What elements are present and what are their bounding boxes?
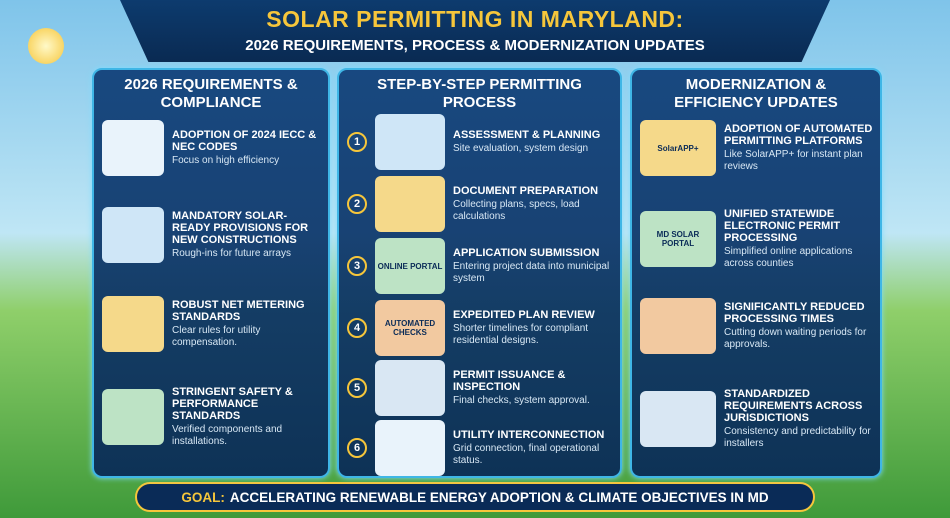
item-description: Like SolarAPP+ for instant plan reviews (724, 149, 863, 172)
step-number: 3 (347, 256, 367, 276)
item-title: APPLICATION SUBMISSION (453, 247, 600, 259)
item-title: DOCUMENT PREPARATION (453, 185, 599, 197)
goal-banner: GOAL: ACCELERATING RENEWABLE ENERGY ADOP… (135, 482, 815, 512)
item-description: Entering project data into municipal sys… (453, 261, 610, 284)
list-item: STRINGENT SAFETY & PERFORMANCE STANDARDS… (102, 386, 322, 448)
list-item: SolarAPP+ ADOPTION OF AUTOMATED PERMITTIN… (640, 120, 874, 176)
column-title: 2026 REQUIREMENTS & COMPLIANCE (124, 76, 298, 111)
item-icon: AUTOMATED CHECKS (375, 300, 445, 356)
step-number: 5 (347, 378, 367, 398)
icon-label: AUTOMATED CHECKS (384, 319, 436, 337)
list-item: 1 ASSESSMENT & PLANNING Site evaluation, s… (347, 114, 614, 170)
list-item: ROBUST NET METERING STANDARDS Clear rules… (102, 296, 322, 352)
goal-text: ACCELERATING RENEWABLE ENERGY ADOPTION &… (229, 489, 769, 505)
icon-label: MD SOLAR PORTAL (656, 230, 700, 248)
item-icon: ONLINE PORTAL (375, 238, 445, 294)
item-description: Simplified online applications across co… (724, 246, 853, 269)
step-number: 1 (347, 132, 367, 152)
column-title: STEP-BY-STEP PERMITTING PROCESS (377, 76, 582, 111)
item-description: Focus on high efficiency (172, 155, 280, 166)
item-description: Cutting down waiting periods for approva… (724, 327, 867, 350)
item-title: ADOPTION OF 2024 IECC & NEC CODES (172, 129, 317, 153)
item-text: MANDATORY SOLAR-READY PROVISIONS FOR NEW… (172, 210, 322, 260)
item-icon (640, 391, 716, 447)
step-number: 6 (347, 438, 367, 458)
item-text: APPLICATION SUBMISSION Entering project d… (453, 247, 614, 285)
item-title: ROBUST NET METERING STANDARDS (172, 299, 305, 323)
item-icon (375, 176, 445, 232)
item-description: Verified components and installations. (172, 424, 283, 447)
item-text: EXPEDITED PLAN REVIEW Shorter timelines f… (453, 309, 614, 347)
item-text: DOCUMENT PREPARATION Collecting plans, sp… (453, 185, 614, 223)
list-item: SIGNIFICANTLY REDUCED PROCESSING TIMES Cu… (640, 298, 874, 354)
item-description: Rough-ins for future arrays (172, 248, 291, 259)
list-item: 2 DOCUMENT PREPARATION Collecting plans, s… (347, 176, 614, 232)
item-title: SIGNIFICANTLY REDUCED PROCESSING TIMES (724, 301, 865, 325)
list-item: 5 PERMIT ISSUANCE & INSPECTION Final check… (347, 360, 614, 416)
item-icon (102, 389, 164, 445)
header: SOLAR PERMITTING IN MARYLAND: 2026 REQUI… (120, 0, 830, 62)
item-text: PERMIT ISSUANCE & INSPECTION Final checks… (453, 369, 614, 407)
step-number: 4 (347, 318, 367, 338)
item-icon (102, 207, 164, 263)
item-text: ADOPTION OF 2024 IECC & NEC CODES Focus o… (172, 129, 322, 167)
column-panel: MODERNIZATION & EFFICIENCY UPDATES SolarA… (630, 68, 882, 478)
title: SOLAR PERMITTING IN MARYLAND: (266, 6, 684, 32)
item-description: Final checks, system approval. (453, 395, 590, 406)
item-title: MANDATORY SOLAR-READY PROVISIONS FOR NEW… (172, 210, 309, 246)
item-text: UTILITY INTERCONNECTION Grid connection, … (453, 429, 614, 467)
item-icon (640, 298, 716, 354)
item-text: STRINGENT SAFETY & PERFORMANCE STANDARDS… (172, 386, 322, 448)
item-text: ROBUST NET METERING STANDARDS Clear rules… (172, 299, 322, 349)
list-item: 3 ONLINE PORTAL APPLICATION SUBMISSION Ente… (347, 238, 614, 294)
item-description: Shorter timelines for compliant resident… (453, 323, 589, 346)
list-item: MD SOLAR PORTAL UNIFIED STATEWIDE ELECTRO… (640, 208, 874, 270)
item-title: STANDARDIZED REQUIREMENTS ACROSS JURISDI… (724, 388, 863, 424)
list-item: MANDATORY SOLAR-READY PROVISIONS FOR NEW… (102, 207, 322, 263)
column-panel: 2026 REQUIREMENTS & COMPLIANCE ADOPTION O… (92, 68, 330, 478)
item-icon (375, 420, 445, 476)
item-icon (102, 120, 164, 176)
goal-label: GOAL: (181, 489, 225, 505)
item-icon (375, 114, 445, 170)
item-title: EXPEDITED PLAN REVIEW (453, 309, 595, 321)
item-title: UNIFIED STATEWIDE ELECTRONIC PERMIT PROC… (724, 208, 841, 244)
item-title: ADOPTION OF AUTOMATED PERMITTING PLATFOR… (724, 123, 873, 147)
list-item: STANDARDIZED REQUIREMENTS ACROSS JURISDI… (640, 388, 874, 450)
list-item: 4 AUTOMATED CHECKS EXPEDITED PLAN REVIEW Sh… (347, 300, 614, 356)
item-title: UTILITY INTERCONNECTION (453, 429, 605, 441)
item-icon: SolarAPP+ (640, 120, 716, 176)
list-item: ADOPTION OF 2024 IECC & NEC CODES Focus o… (102, 120, 322, 176)
item-description: Consistency and predictability for insta… (724, 426, 871, 449)
item-text: STANDARDIZED REQUIREMENTS ACROSS JURISDI… (724, 388, 874, 450)
item-description: Clear rules for utility compensation. (172, 325, 261, 348)
item-text: ADOPTION OF AUTOMATED PERMITTING PLATFOR… (724, 123, 874, 173)
column-title: MODERNIZATION & EFFICIENCY UPDATES (674, 76, 838, 111)
item-title: PERMIT ISSUANCE & INSPECTION (453, 369, 566, 393)
column-panel: STEP-BY-STEP PERMITTING PROCESS 1 ASSESSME… (337, 68, 622, 478)
item-icon (375, 360, 445, 416)
item-text: UNIFIED STATEWIDE ELECTRONIC PERMIT PROC… (724, 208, 874, 270)
item-title: STRINGENT SAFETY & PERFORMANCE STANDARDS (172, 386, 293, 422)
sun-decoration (28, 28, 64, 64)
item-icon (102, 296, 164, 352)
item-description: Grid connection, final operational statu… (453, 443, 600, 466)
item-description: Site evaluation, system design (453, 143, 589, 154)
item-text: ASSESSMENT & PLANNING Site evaluation, sy… (453, 129, 600, 155)
item-description: Collecting plans, specs, load calculatio… (453, 199, 580, 222)
step-number: 2 (347, 194, 367, 214)
icon-label: ONLINE PORTAL (377, 261, 443, 271)
item-title: ASSESSMENT & PLANNING (453, 129, 601, 141)
item-icon: MD SOLAR PORTAL (640, 211, 716, 267)
list-item: 6 UTILITY INTERCONNECTION Grid connection,… (347, 420, 614, 476)
icon-label: SolarAPP+ (657, 143, 699, 153)
item-text: SIGNIFICANTLY REDUCED PROCESSING TIMES Cu… (724, 301, 874, 351)
subtitle: 2026 REQUIREMENTS, PROCESS & MODERNIZATI… (245, 37, 705, 54)
